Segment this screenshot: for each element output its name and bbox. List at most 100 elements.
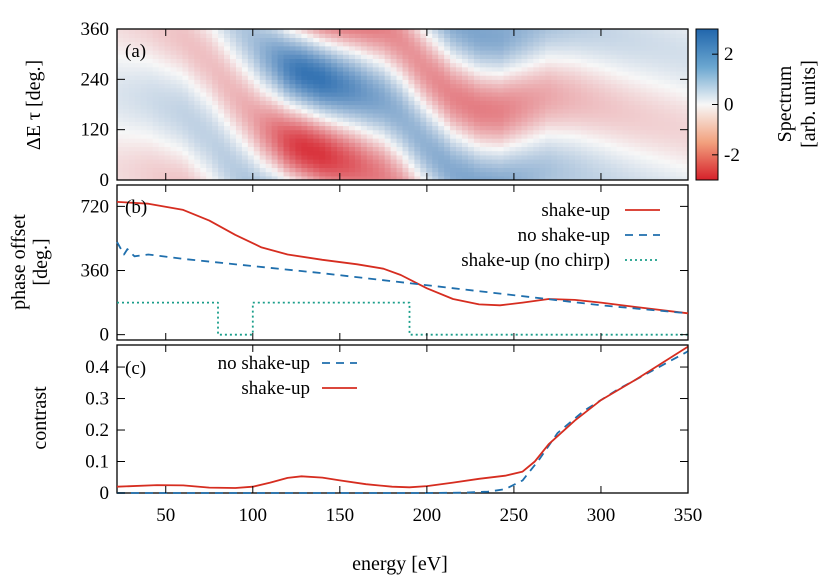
- heatmap-cell: [271, 117, 279, 122]
- heatmap-cell: [473, 96, 481, 101]
- heatmap-cell: [277, 62, 285, 68]
- heatmap-cell: [354, 41, 362, 47]
- heatmap-cell: [295, 104, 302, 110]
- heatmap-cell: [420, 54, 427, 59]
- heatmap-cell: [265, 91, 273, 97]
- heatmap-cell: [432, 100, 439, 106]
- heatmap-cell: [241, 146, 249, 152]
- heatmap-cell: [586, 167, 594, 173]
- heatmap-cell: [348, 121, 356, 127]
- heatmap-cell: [396, 108, 404, 114]
- heatmap-cell: [343, 154, 350, 160]
- heatmap-cell: [134, 37, 142, 43]
- x-tick-label: 150: [326, 505, 355, 526]
- heatmap-cell: [307, 104, 314, 110]
- heatmap-cell: [628, 62, 636, 68]
- heatmap-cell: [384, 121, 392, 127]
- heatmap-cell: [438, 104, 445, 110]
- heatmap-cell: [461, 108, 469, 114]
- heatmap-cell: [628, 138, 636, 143]
- heatmap-cell: [640, 125, 647, 131]
- heatmap-cell: [301, 104, 308, 110]
- heatmap-cell: [551, 133, 558, 139]
- heatmap-cell: [366, 70, 374, 76]
- heatmap-cell: [354, 37, 362, 43]
- heatmap-cell: [253, 138, 261, 143]
- heatmap-cell: [444, 29, 451, 34]
- heatmap-cell: [343, 125, 350, 131]
- heatmap-cell: [128, 129, 136, 135]
- heatmap-cell: [164, 70, 172, 76]
- heatmap-cell: [557, 104, 564, 110]
- heatmap-cell: [402, 154, 410, 160]
- heatmap-cell: [331, 54, 338, 59]
- heatmap-cell: [319, 49, 326, 55]
- heatmap-cell: [354, 79, 362, 85]
- heatmap-cell: [265, 33, 273, 38]
- heatmap-cell: [218, 167, 225, 173]
- heatmap-cell: [331, 175, 338, 180]
- heatmap-cell: [676, 142, 683, 148]
- heatmap-cell: [467, 129, 475, 135]
- heatmap-cell: [497, 129, 505, 135]
- heatmap-cell: [521, 96, 529, 101]
- heatmap-cell: [592, 62, 600, 68]
- heatmap-cell: [283, 79, 291, 85]
- heatmap-cell: [224, 167, 231, 173]
- heatmap-cell: [390, 171, 398, 177]
- heatmap-cell: [230, 163, 237, 169]
- heatmap-cell: [313, 154, 320, 160]
- heatmap-cell: [473, 112, 481, 118]
- heatmap-cell: [503, 29, 511, 34]
- heatmap-cell: [259, 142, 267, 148]
- heatmap-cell: [592, 175, 600, 180]
- heatmap-cell: [527, 133, 534, 139]
- heatmap-cell: [265, 49, 273, 55]
- heatmap-cell: [580, 142, 588, 148]
- heatmap-cell: [634, 37, 642, 43]
- heatmap-cell: [277, 146, 285, 152]
- panel-a-y-tick-label: 240: [81, 69, 110, 90]
- heatmap-cell: [134, 154, 142, 160]
- heatmap-cell: [289, 167, 297, 173]
- heatmap-cell: [420, 96, 427, 101]
- heatmap-cell: [527, 175, 534, 180]
- heatmap-cell: [235, 37, 243, 43]
- heatmap-cell: [467, 96, 475, 101]
- heatmap-cell: [497, 91, 505, 97]
- heatmap-cell: [438, 70, 445, 76]
- heatmap-cell: [206, 58, 213, 64]
- heatmap-cell: [396, 104, 404, 110]
- heatmap-cell: [557, 125, 564, 131]
- heatmap-cell: [235, 129, 243, 135]
- heatmap-cell: [646, 133, 653, 139]
- heatmap-cell: [539, 117, 546, 122]
- heatmap-cell: [563, 87, 570, 93]
- heatmap-cell: [461, 167, 469, 173]
- heatmap-cell: [473, 29, 481, 34]
- heatmap-cell: [461, 117, 469, 122]
- heatmap-cell: [670, 142, 677, 148]
- heatmap-cell: [539, 49, 546, 55]
- heatmap-cell: [682, 175, 688, 180]
- heatmap-cell: [247, 87, 255, 93]
- heatmap-cell: [402, 117, 410, 122]
- heatmap-cell: [456, 70, 463, 76]
- heatmap-cell: [485, 171, 493, 177]
- heatmap-cell: [200, 29, 207, 34]
- heatmap-cell: [670, 87, 677, 93]
- heatmap-cell: [497, 75, 505, 80]
- heatmap-cell: [164, 167, 172, 173]
- heatmap-cell: [313, 29, 320, 34]
- heatmap-cell: [563, 163, 570, 169]
- heatmap-cell: [117, 79, 124, 85]
- heatmap-cell: [527, 159, 534, 164]
- heatmap-cell: [319, 79, 326, 85]
- heatmap-cell: [610, 112, 618, 118]
- heatmap-cell: [152, 146, 160, 152]
- heatmap-cell: [420, 91, 427, 97]
- heatmap-cell: [610, 75, 618, 80]
- heatmap-cell: [658, 125, 665, 131]
- heatmap-cell: [438, 83, 445, 89]
- heatmap-cell: [444, 175, 451, 180]
